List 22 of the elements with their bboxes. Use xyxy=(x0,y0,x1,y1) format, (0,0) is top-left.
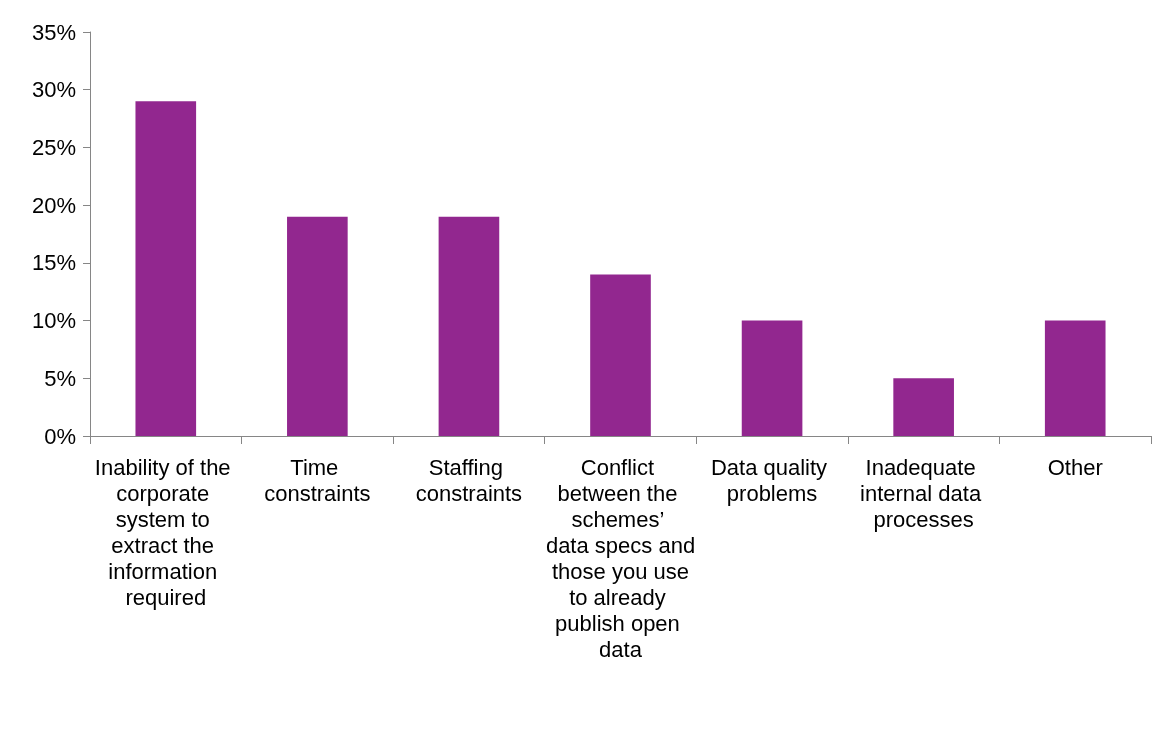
bar xyxy=(135,101,197,436)
y-tick-label: 25% xyxy=(31,134,76,160)
x-tick-label: Conflict between the schemes’ data specs and those you use to already publish open data xyxy=(545,454,696,662)
bar xyxy=(287,216,348,436)
x-tick-label: Other xyxy=(1047,454,1103,480)
y-tick-label: 5% xyxy=(44,365,76,391)
y-tick-label: 35% xyxy=(31,19,76,45)
y-tick-label: 30% xyxy=(31,77,76,103)
y-tick-label: 0% xyxy=(44,423,76,449)
x-tick-label: Time constraints xyxy=(264,454,371,506)
y-tick-label: 20% xyxy=(31,192,76,218)
bar xyxy=(1044,320,1106,436)
x-tick-label: Inability of the corporate system to extract the information required xyxy=(94,454,237,610)
x-tick-label: Data quality problems xyxy=(710,454,834,506)
x-tick-label: Staffing constraints xyxy=(415,454,523,506)
x-tick-label: Inadequate internal data processes xyxy=(860,454,988,532)
bar xyxy=(893,378,954,436)
y-tick-label: 15% xyxy=(31,250,76,276)
bar xyxy=(741,320,803,436)
bar xyxy=(438,216,500,436)
bar xyxy=(590,274,651,436)
y-tick-label: 10% xyxy=(31,308,76,334)
